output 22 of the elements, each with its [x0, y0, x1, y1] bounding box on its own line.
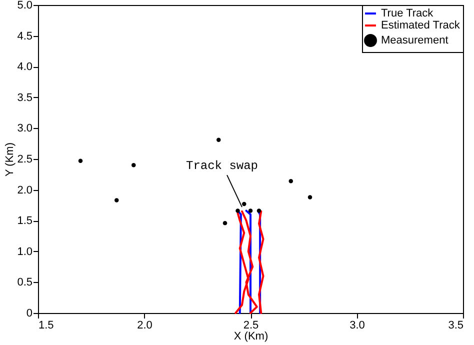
- y-axis-title: Y (Km): [4, 142, 16, 177]
- x-tick-label: 2.5: [243, 320, 259, 332]
- y-tick-label: 2.5: [17, 154, 32, 166]
- x-tick-label: 2.0: [137, 320, 152, 332]
- y-tick-label: 0.5: [17, 276, 32, 289]
- y-tick-label: 3.0: [17, 122, 32, 135]
- y-tick-label: 4.0: [17, 61, 32, 74]
- legend-label: Measurement: [381, 34, 448, 46]
- y-tick-label: 4.5: [17, 30, 32, 42]
- y-tick-label: 1.0: [17, 246, 32, 258]
- y-tick-label: 5.0: [17, 0, 32, 12]
- x-axis-title: X (Km): [234, 330, 268, 342]
- x-tick-label: 3.0: [350, 320, 365, 332]
- y-tick-label: 3.5: [17, 92, 32, 104]
- annotation: Track swap: [186, 159, 258, 174]
- y-tick-label: 0: [26, 308, 32, 320]
- y-tick-label: 1.5: [17, 215, 32, 228]
- legend-label: True Track: [381, 8, 434, 20]
- x-tick-label: 1.5: [38, 320, 54, 332]
- y-tick-label: 2.0: [17, 184, 32, 196]
- legend-label: Estimated Track: [381, 20, 460, 32]
- x-tick-label: 3.5: [448, 320, 464, 332]
